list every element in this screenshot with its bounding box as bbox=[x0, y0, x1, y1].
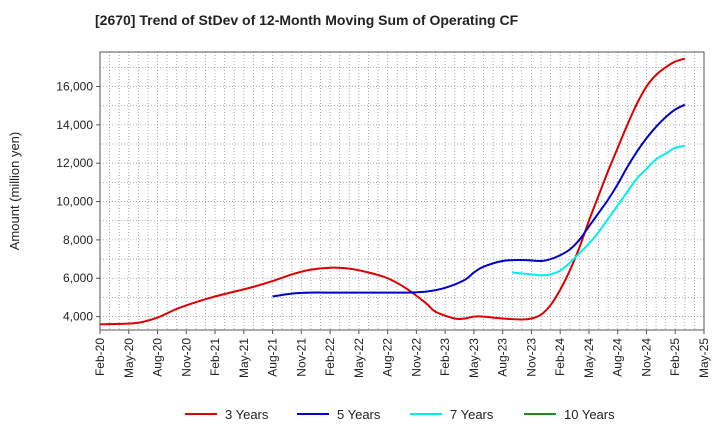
x-tick-label: Feb-25 bbox=[668, 338, 682, 376]
y-tick-label: 12,000 bbox=[56, 156, 93, 170]
legend-label-3-years: 3 Years bbox=[225, 407, 269, 422]
x-tick-label: Feb-24 bbox=[553, 338, 567, 376]
x-tick-label: Nov-22 bbox=[409, 338, 423, 377]
y-tick-label: 10,000 bbox=[56, 195, 93, 209]
x-tick-label: Aug-22 bbox=[381, 338, 395, 377]
legend: 3 Years 5 Years 7 Years 10 Years bbox=[185, 407, 615, 422]
x-tick-label: Aug-23 bbox=[496, 338, 510, 377]
y-tick-label: 4,000 bbox=[63, 310, 93, 324]
x-tick-label: Aug-21 bbox=[266, 338, 280, 377]
plot-area bbox=[99, 51, 705, 331]
x-tick-label: Nov-23 bbox=[524, 338, 538, 377]
y-axis-label: Amount (million yen) bbox=[7, 132, 22, 251]
y-tick-label: 6,000 bbox=[63, 271, 93, 285]
x-tick-label: Feb-22 bbox=[323, 338, 337, 376]
x-tick-label: Feb-23 bbox=[438, 338, 452, 376]
y-tick-label: 14,000 bbox=[56, 118, 93, 132]
x-tick-label: May-23 bbox=[467, 338, 481, 378]
series-line-7-years bbox=[512, 144, 686, 277]
y-tick-label: 8,000 bbox=[63, 233, 93, 247]
series-line-3-years bbox=[99, 57, 686, 326]
x-axis-ticks: Feb-20 May-20 Aug-20 Nov-20 Feb-21 May-21 Aug-… bbox=[93, 330, 711, 378]
x-tick-label: Aug-24 bbox=[611, 338, 625, 377]
series-lines bbox=[99, 57, 686, 326]
legend-label-5-years: 5 Years bbox=[337, 407, 381, 422]
x-tick-label: May-21 bbox=[237, 338, 251, 378]
x-tick-label: May-24 bbox=[582, 338, 596, 378]
legend-label-10-years: 10 Years bbox=[564, 407, 615, 422]
x-tick-label: Nov-21 bbox=[294, 338, 308, 377]
x-tick-label: Nov-20 bbox=[179, 338, 193, 377]
x-tick-label: Feb-21 bbox=[208, 338, 222, 376]
y-tick-label: 16,000 bbox=[56, 80, 93, 94]
x-tick-label: May-22 bbox=[352, 338, 366, 378]
chart-title: [2670] Trend of StDev of 12-Month Moving… bbox=[95, 12, 519, 28]
x-tick-label: Nov-24 bbox=[639, 338, 653, 377]
x-tick-label: Feb-20 bbox=[93, 338, 107, 376]
series-line-5-years bbox=[272, 103, 686, 298]
y-axis-ticks: 4,000 6,000 8,000 10,000 12,000 14,000 16,000 bbox=[56, 80, 100, 324]
legend-label-7-years: 7 Years bbox=[450, 407, 494, 422]
x-tick-label: Aug-20 bbox=[151, 338, 165, 377]
x-tick-label: May-20 bbox=[122, 338, 136, 378]
x-tick-label: May-25 bbox=[697, 338, 711, 378]
